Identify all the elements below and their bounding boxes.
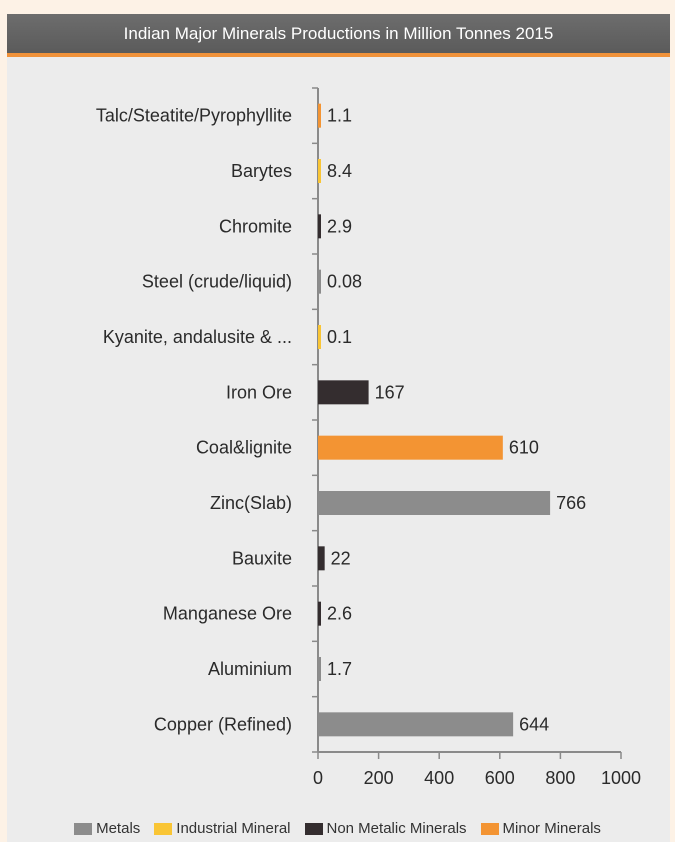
legend-swatch (480, 822, 499, 835)
value-label: 167 (375, 382, 405, 402)
chart-legend: Metals Industrial Mineral Non Metalic Mine… (0, 815, 675, 842)
bar (318, 712, 514, 737)
legend-label: Metals (96, 820, 141, 837)
value-label: 8.4 (327, 161, 352, 181)
bar (318, 214, 321, 239)
legend-swatch (74, 822, 93, 835)
category-label: Copper (Refined) (154, 714, 292, 734)
legend-label: Minor Minerals (502, 820, 601, 837)
value-label: 1.7 (327, 659, 352, 679)
legend-item: Non Metalic Minerals (304, 820, 467, 837)
value-label: 0.1 (327, 327, 352, 347)
category-label: Iron Ore (226, 382, 292, 402)
legend-item: Industrial Mineral (154, 820, 291, 837)
value-label: 610 (509, 438, 539, 458)
category-label: Barytes (231, 161, 292, 181)
legend-label: Industrial Mineral (176, 820, 291, 837)
value-label: 2.6 (327, 604, 352, 624)
bar (318, 103, 321, 128)
category-label: Coal&lignite (196, 438, 292, 458)
bar (318, 380, 369, 405)
bar (318, 325, 321, 349)
legend-item: Minor Minerals (480, 820, 601, 837)
value-label: 766 (556, 493, 586, 513)
category-label: Zinc(Slab) (210, 493, 292, 513)
x-tick-label: 600 (485, 768, 515, 788)
category-label: Aluminium (208, 659, 292, 679)
value-label: 0.08 (327, 272, 362, 292)
legend-label: Non Metalic Minerals (326, 820, 467, 837)
category-label: Talc/Steatite/Pyrophyllite (96, 106, 292, 126)
bar (318, 657, 321, 681)
category-label: Manganese Ore (163, 604, 292, 624)
chart-title: Indian Major Minerals Productions in Mil… (123, 23, 554, 43)
bar (318, 159, 321, 183)
bar (318, 435, 503, 460)
category-label: Chromite (219, 216, 292, 236)
bar (318, 269, 321, 294)
legend-swatch (304, 822, 323, 835)
legend-swatch (154, 822, 173, 835)
bar (318, 601, 321, 626)
x-tick-label: 1000 (601, 768, 641, 788)
chart-title-bar: Indian Major Minerals Productions in Mil… (7, 14, 670, 57)
bar (318, 546, 325, 571)
bar (318, 491, 551, 515)
category-label: Kyanite, andalusite & ... (103, 327, 292, 347)
value-label: 644 (519, 714, 549, 734)
category-label: Bauxite (232, 548, 292, 568)
legend-item: Metals (74, 820, 140, 837)
value-label: 22 (331, 548, 351, 568)
value-label: 1.1 (327, 106, 352, 126)
category-label: Steel (crude/liquid) (142, 272, 292, 292)
x-tick-label: 0 (313, 768, 323, 788)
x-tick-label: 200 (364, 768, 394, 788)
x-tick-label: 400 (424, 768, 454, 788)
x-tick-label: 800 (545, 768, 575, 788)
value-label: 2.9 (327, 216, 352, 236)
